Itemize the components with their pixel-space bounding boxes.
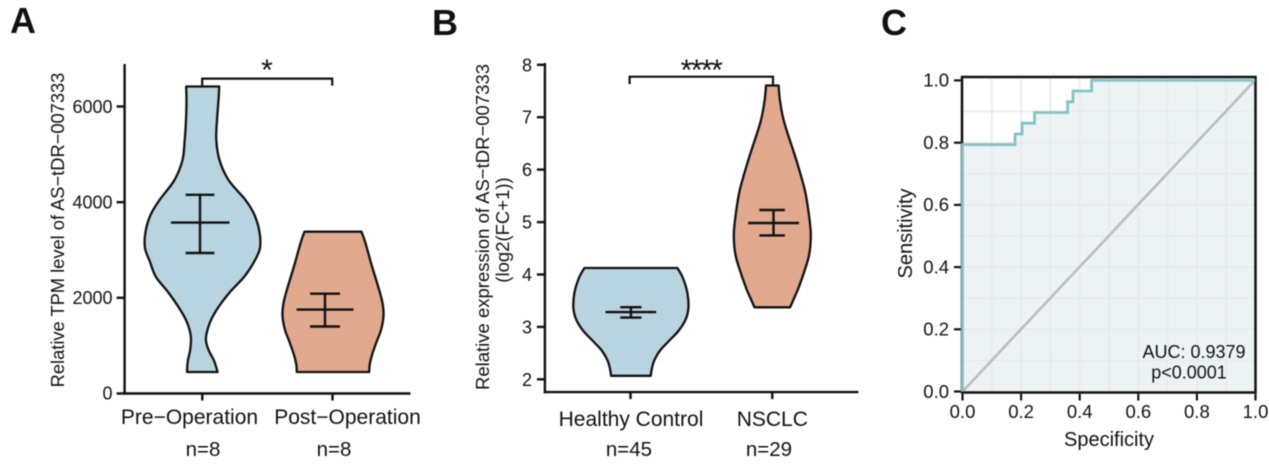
- svg-text:p<0.0001: p<0.0001: [1151, 363, 1227, 383]
- svg-text:Healthy Control: Healthy Control: [559, 408, 704, 431]
- svg-text:6000: 6000: [72, 97, 112, 117]
- svg-text:AUC: 0.9379: AUC: 0.9379: [1142, 342, 1245, 362]
- svg-text:0.8: 0.8: [1184, 401, 1210, 422]
- svg-text:NSCLC: NSCLC: [737, 408, 808, 431]
- svg-text:2000: 2000: [72, 288, 112, 308]
- svg-text:0.8: 0.8: [923, 132, 949, 153]
- svg-text:5: 5: [522, 213, 532, 233]
- svg-text:Pre−Operation: Pre−Operation: [121, 406, 258, 429]
- svg-text:1.0: 1.0: [1243, 401, 1269, 422]
- svg-text:C: C: [881, 2, 907, 43]
- svg-text:7: 7: [522, 108, 532, 128]
- svg-text:Sensitivity: Sensitivity: [895, 188, 917, 278]
- svg-text:n=45: n=45: [606, 438, 652, 459]
- svg-text:Relative TPM level of AS−tDR−0: Relative TPM level of AS−tDR−007333: [47, 73, 68, 388]
- svg-text:4: 4: [522, 265, 532, 285]
- svg-text:0.0: 0.0: [923, 381, 949, 402]
- svg-text:3: 3: [522, 317, 532, 337]
- svg-text:0.4: 0.4: [923, 256, 949, 277]
- svg-text:8: 8: [522, 55, 532, 75]
- svg-text:0.0: 0.0: [950, 401, 976, 422]
- svg-text:4000: 4000: [72, 193, 112, 213]
- svg-text:(log2(FC+1)): (log2(FC+1)): [492, 177, 513, 282]
- svg-text:Relative expression of AS−tDR−: Relative expression of AS−tDR−007333: [472, 64, 493, 390]
- svg-text:0.4: 0.4: [1067, 401, 1093, 422]
- svg-text:0.2: 0.2: [1008, 401, 1034, 422]
- svg-text:1.0: 1.0: [923, 70, 949, 91]
- svg-text:A: A: [10, 0, 36, 41]
- svg-text:0.2: 0.2: [923, 319, 949, 340]
- svg-text:n=29: n=29: [746, 438, 792, 459]
- svg-text:*: *: [261, 54, 273, 87]
- svg-text:Post−Operation: Post−Operation: [274, 406, 421, 429]
- svg-text:n=8: n=8: [186, 438, 221, 459]
- svg-text:Specificity: Specificity: [1064, 429, 1154, 451]
- svg-text:2: 2: [522, 370, 532, 390]
- svg-text:6: 6: [522, 160, 532, 180]
- svg-text:0.6: 0.6: [923, 194, 949, 215]
- svg-text:0.6: 0.6: [1125, 401, 1151, 422]
- svg-text:0: 0: [102, 384, 112, 404]
- svg-text:****: ****: [681, 54, 724, 87]
- svg-text:n=8: n=8: [317, 438, 352, 459]
- svg-text:B: B: [432, 2, 458, 43]
